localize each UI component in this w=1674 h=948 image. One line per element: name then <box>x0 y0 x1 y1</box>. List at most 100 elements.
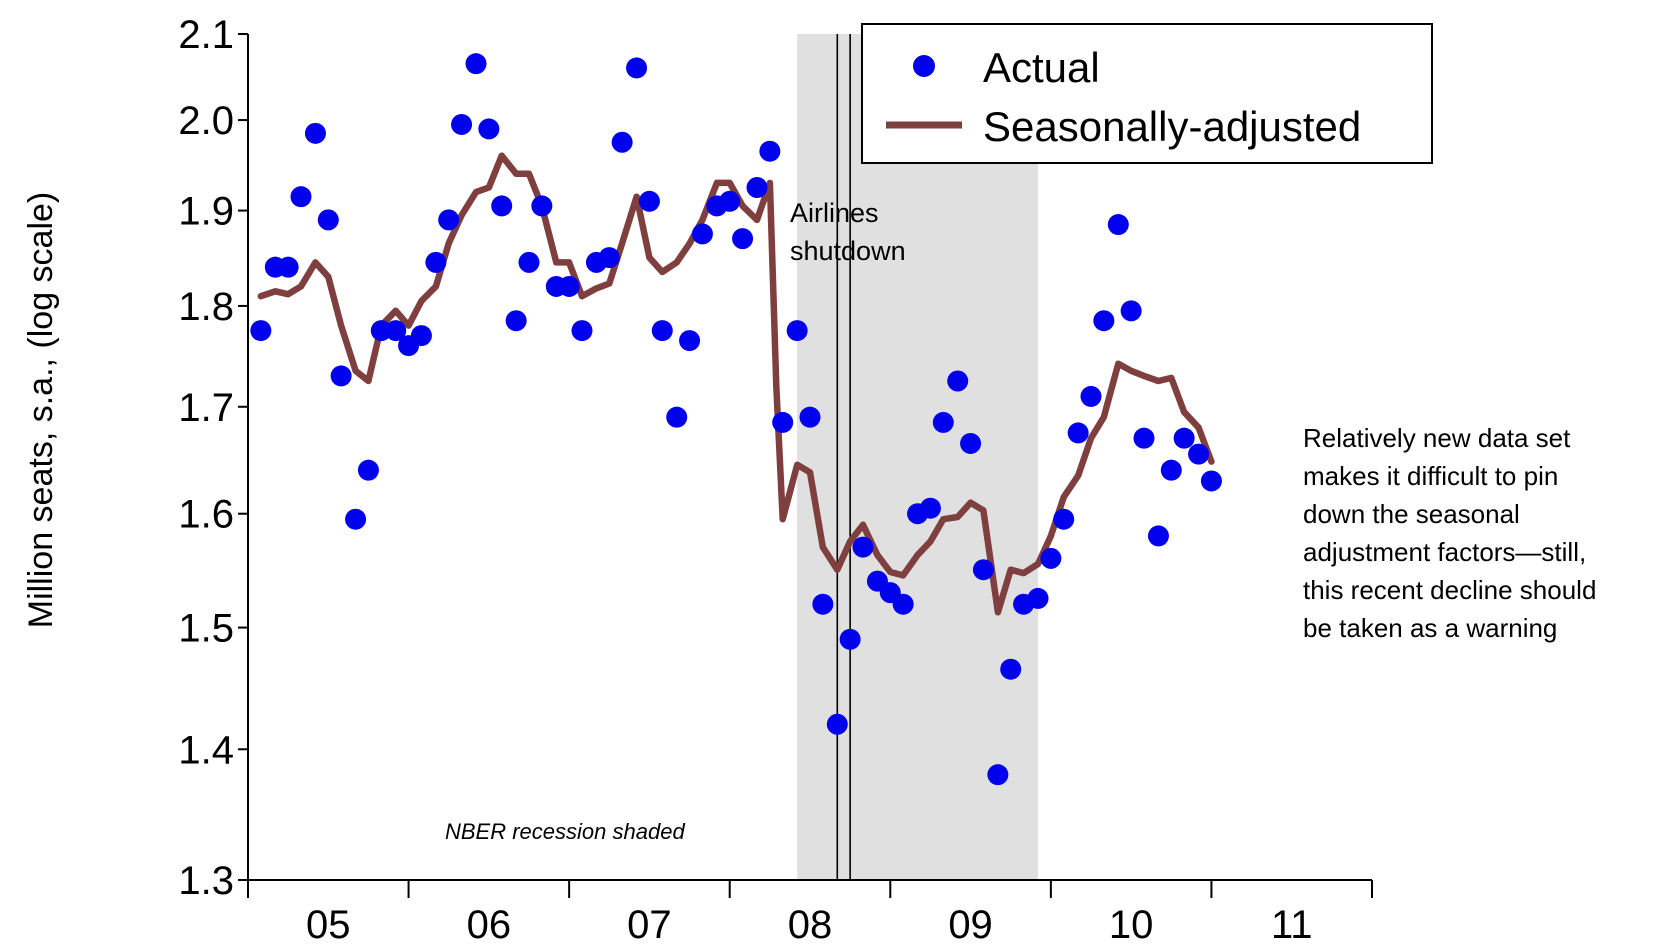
legend-sa-label: Seasonally-adjusted <box>983 103 1361 150</box>
x-axis-ticks: 05 06 07 08 09 10 11 <box>247 880 1373 947</box>
actual-point <box>357 459 379 481</box>
actual-point <box>438 209 460 231</box>
actual-point <box>410 325 432 347</box>
y-tick-label: 1.7 <box>178 386 234 430</box>
actual-point <box>518 251 540 273</box>
actual-point <box>987 764 1009 786</box>
actual-point <box>330 365 352 387</box>
actual-point <box>250 320 272 342</box>
actual-point <box>1188 443 1210 465</box>
actual-point <box>611 131 633 153</box>
actual-point <box>1120 300 1142 322</box>
actual-point <box>491 195 513 217</box>
seasonally-adjusted-series <box>257 152 1215 616</box>
x-tick-label: 09 <box>948 903 993 947</box>
actual-point <box>626 57 648 79</box>
x-tick-label: 06 <box>467 903 512 947</box>
actual-point <box>451 113 473 135</box>
actual-point <box>370 320 392 342</box>
actual-point <box>812 593 834 615</box>
actual-point <box>598 247 620 269</box>
x-tick-label: 08 <box>788 903 833 947</box>
sa-line <box>257 152 1215 616</box>
x-tick-label: 07 <box>627 903 672 947</box>
y-tick-label: 1.5 <box>178 607 234 651</box>
y-tick-label: 1.6 <box>178 493 234 537</box>
note-line-1: Relatively new data set <box>1303 423 1571 453</box>
y-tick-label: 2.1 <box>178 13 234 57</box>
y-tick-label: 1.4 <box>178 728 234 772</box>
actual-point <box>786 320 808 342</box>
actual-point <box>1107 214 1129 236</box>
y-tick-label: 1.3 <box>178 859 234 903</box>
y-axis-label: Million seats, s.a., (log scale) <box>22 192 60 629</box>
actual-point <box>732 228 754 250</box>
actual-point <box>1027 587 1049 609</box>
actual-point <box>638 190 660 212</box>
actual-point <box>826 713 848 735</box>
actual-point <box>1000 658 1022 680</box>
actual-point <box>1147 525 1169 547</box>
actual-series <box>250 53 1222 786</box>
legend-actual-marker <box>913 55 935 77</box>
note-line-6: be taken as a warning <box>1303 613 1557 643</box>
actual-point <box>772 411 794 433</box>
note-line-3: down the seasonal <box>1303 499 1520 529</box>
actual-point <box>277 256 299 278</box>
actual-point <box>691 223 713 245</box>
actual-point <box>852 536 874 558</box>
actual-point <box>558 275 580 297</box>
note-line-5: this recent decline should <box>1303 575 1596 605</box>
actual-point <box>290 186 312 208</box>
note-line-4: adjustment factors—still, <box>1303 537 1586 567</box>
actual-point <box>932 411 954 433</box>
actual-point <box>960 432 982 454</box>
y-axis-ticks: 1.3 1.4 1.5 1.6 1.7 1.8 1.9 2.0 2.1 <box>178 13 248 903</box>
actual-point <box>345 508 367 530</box>
actual-point <box>478 118 500 140</box>
actual-point <box>746 176 768 198</box>
actual-point <box>1053 508 1075 530</box>
x-tick-label: 11 <box>1271 903 1313 947</box>
side-note: Relatively new data set makes it difficu… <box>1303 423 1596 643</box>
actual-point <box>679 330 701 352</box>
legend-actual-label: Actual <box>983 44 1100 91</box>
x-tick-label: 05 <box>306 903 351 947</box>
shutdown-annotation: Airlines shutdown <box>790 198 906 266</box>
actual-point <box>505 310 527 332</box>
actual-point <box>972 559 994 581</box>
y-tick-label: 1.8 <box>178 285 234 329</box>
actual-point <box>304 122 326 144</box>
actual-point <box>947 370 969 392</box>
actual-point <box>839 628 861 650</box>
actual-point <box>1040 547 1062 569</box>
recession-label: NBER recession shaded <box>445 819 685 844</box>
actual-point <box>571 320 593 342</box>
actual-point <box>317 209 339 231</box>
actual-point <box>1160 459 1182 481</box>
actual-point <box>1200 470 1222 492</box>
actual-point <box>919 497 941 519</box>
actual-point <box>799 406 821 428</box>
actual-point <box>892 593 914 615</box>
actual-point <box>759 140 781 162</box>
y-tick-label: 1.9 <box>178 190 234 234</box>
actual-point <box>666 406 688 428</box>
actual-point <box>1067 422 1089 444</box>
legend: Actual Seasonally-adjusted <box>861 23 1433 164</box>
note-line-2: makes it difficult to pin <box>1303 461 1558 491</box>
actual-point <box>1093 310 1115 332</box>
actual-point <box>465 53 487 75</box>
legend-box <box>861 23 1433 164</box>
actual-point <box>1080 385 1102 407</box>
actual-point <box>719 190 741 212</box>
actual-point <box>385 320 407 342</box>
x-tick-label: 10 <box>1109 903 1154 947</box>
actual-point <box>531 195 553 217</box>
y-tick-label: 2.0 <box>178 99 234 143</box>
shutdown-lines <box>836 34 851 880</box>
actual-point <box>425 251 447 273</box>
shutdown-label-line-2: shutdown <box>790 236 906 266</box>
actual-point <box>651 320 673 342</box>
actual-point <box>1133 427 1155 449</box>
